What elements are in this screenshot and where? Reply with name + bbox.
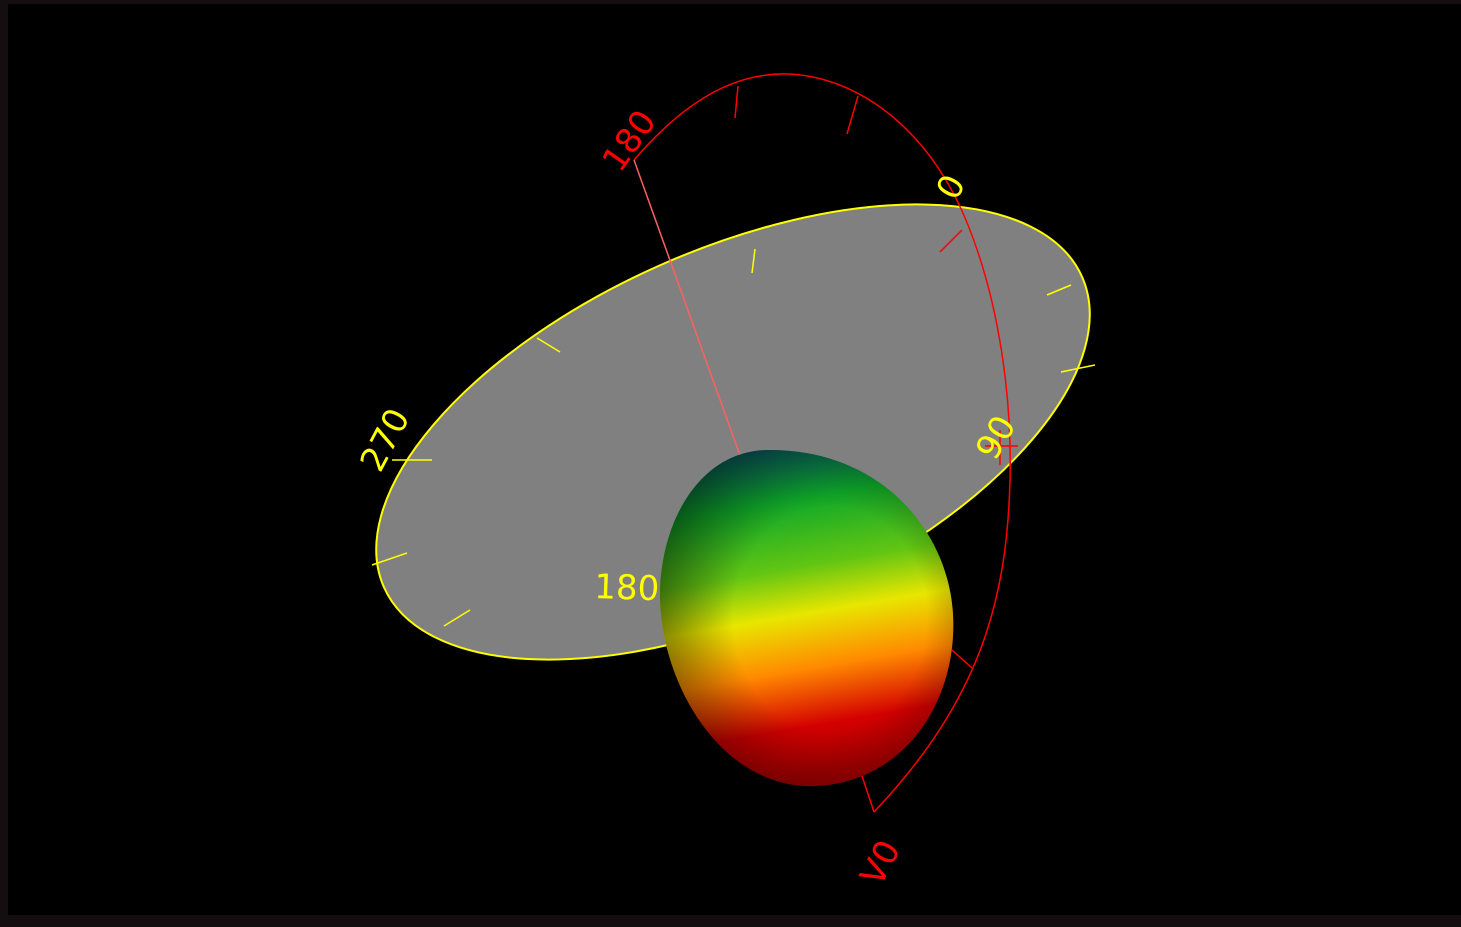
elevation-arc <box>633 73 1011 813</box>
elevation-label-v0: V0 <box>853 834 909 892</box>
azimuth-label-0: 0 <box>929 168 974 206</box>
elevation-tick <box>939 229 963 253</box>
horizontal-plane-ticks <box>371 248 1096 627</box>
elevation-tick <box>951 649 973 669</box>
elevation-radius-line <box>859 769 875 813</box>
elevation-tick <box>846 95 859 135</box>
elevation-label-180: 180 <box>595 103 665 179</box>
azimuth-tick <box>1060 364 1096 373</box>
azimuth-tick <box>536 337 561 353</box>
azimuth-tick <box>443 609 471 627</box>
vertical-plane <box>633 73 1018 813</box>
lobe-shading <box>659 449 954 787</box>
elevation-radius-line <box>633 159 743 462</box>
azimuth-tick <box>1046 284 1072 296</box>
elevation-tick <box>734 85 739 119</box>
radiation-pattern-lobe[interactable] <box>659 449 954 787</box>
azimuth-label-180: 180 <box>594 567 660 609</box>
azimuth-tick <box>371 552 408 566</box>
azimuth-tick <box>751 248 756 274</box>
